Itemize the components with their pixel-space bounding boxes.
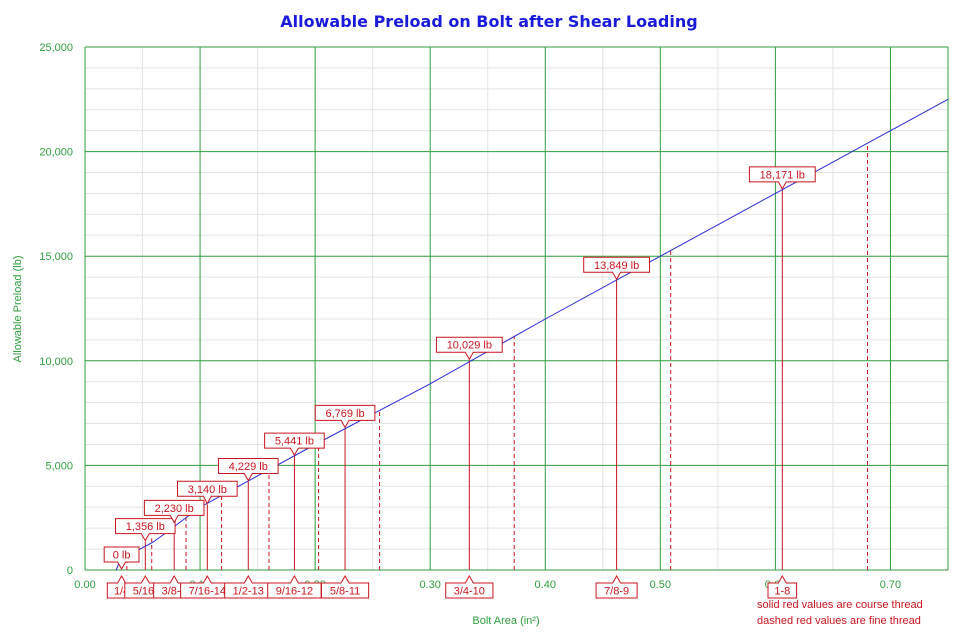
x-tick-label: 0.50 (650, 579, 671, 591)
value-callout: 6,769 lb (314, 404, 376, 429)
chart-title: Allowable Preload on Bolt after Shear Lo… (280, 12, 697, 31)
y-tick-label: 10,000 (39, 356, 73, 368)
x-tick-label: 0.30 (419, 579, 440, 591)
size-callout: 3/4-10 (445, 574, 494, 599)
value-callout: 0 lb (103, 546, 140, 571)
size-callout-text: 3/4-10 (454, 586, 485, 598)
callout-box (267, 574, 322, 599)
value-callout: 1,356 lb (114, 518, 176, 542)
callout-box (264, 432, 325, 457)
value-callout: 3,140 lb (177, 480, 238, 505)
size-callout: 7/8-9 (595, 574, 638, 599)
x-axis-label: Bolt Area (in²) (472, 615, 539, 627)
value-callout: 18,171 lb (748, 166, 816, 190)
callout-box (583, 256, 651, 281)
value-callout: 5,441 lb (264, 432, 325, 457)
size-callout-text: 7/8-9 (604, 586, 629, 598)
size-callout: 7/16-14 (180, 574, 235, 599)
size-callout-text: 5/8-11 (330, 586, 360, 598)
callout-box (748, 166, 816, 190)
value-callout-text: 10,029 lb (447, 340, 492, 352)
callout-box (224, 574, 273, 599)
value-callout-text: 6,769 lb (325, 408, 364, 420)
size-callout: 9/16-12 (267, 574, 322, 599)
size-callout-text: 9/16-12 (276, 586, 313, 598)
coarse-thread-lines (144, 189, 783, 570)
y-tick-label: 0 (67, 565, 73, 577)
callout-box (143, 499, 205, 524)
size-callout: 5/8-11 (320, 574, 370, 599)
value-callout: 13,849 lb (583, 256, 651, 281)
callout-box (177, 480, 238, 505)
callout-box (180, 574, 235, 599)
preload-curve (115, 98, 949, 571)
value-callout: 2,230 lb (143, 499, 205, 524)
y-tick-labels: 0 5,000 10,000 15,000 20,000 25,000 (39, 42, 73, 577)
size-callout: 1-8 (767, 574, 798, 599)
callout-box (103, 546, 140, 571)
value-callout-text: 4,229 lb (229, 461, 268, 473)
value-callout-text: 18,171 lb (760, 169, 805, 181)
callout-box (314, 404, 376, 429)
callout-box (217, 458, 279, 482)
value-callout-text: 2,230 lb (155, 503, 194, 515)
x-tick-label: 0.00 (74, 579, 95, 591)
y-tick-label: 20,000 (39, 147, 73, 159)
note-coarse: solid red values are course thread (757, 599, 923, 611)
callout-box (320, 574, 370, 599)
y-tick-label: 5,000 (45, 460, 73, 472)
value-callout: 10,029 lb (435, 336, 503, 361)
size-callout-text: 1/2-13 (233, 586, 264, 598)
x-tick-label: 0.40 (535, 579, 556, 591)
curve-layer (115, 98, 949, 571)
y-tick-label: 15,000 (39, 251, 73, 263)
fine-thread-lines (126, 143, 868, 570)
size-callout-text: 7/16-14 (189, 586, 226, 598)
y-tick-label: 25,000 (39, 42, 73, 54)
size-callout-text: 1-8 (774, 586, 790, 598)
value-callout-text: 0 lb (113, 550, 131, 562)
size-callout: 1/2-13 (224, 574, 273, 599)
note-fine: dashed red values are fine thread (757, 615, 921, 627)
size-callout-text: 5/16- (133, 586, 158, 598)
value-callout-text: 1,356 lb (126, 521, 165, 533)
callout-box (595, 574, 638, 599)
value-callouts: 0 lb 1,356 lb 2,230 lb 3,140 lb4,229 lb 5,44… (103, 166, 816, 571)
value-callout-text: 13,849 lb (594, 260, 639, 272)
y-axis-label: Allowable Preload (lb) (12, 256, 24, 363)
value-callout-text: 3,140 lb (188, 484, 227, 496)
x-tick-label: 0.70 (880, 579, 901, 591)
size-callouts: 1/4 5/16- 3/8-1 7/16-14 1/2-13 9/16-12 5/8-11 3… (106, 574, 798, 599)
value-callout-text: 5,441 lb (275, 436, 314, 448)
callout-box (435, 336, 503, 361)
callout-box (767, 574, 798, 599)
value-callout: 4,229 lb (217, 458, 279, 482)
callout-box (445, 574, 494, 599)
